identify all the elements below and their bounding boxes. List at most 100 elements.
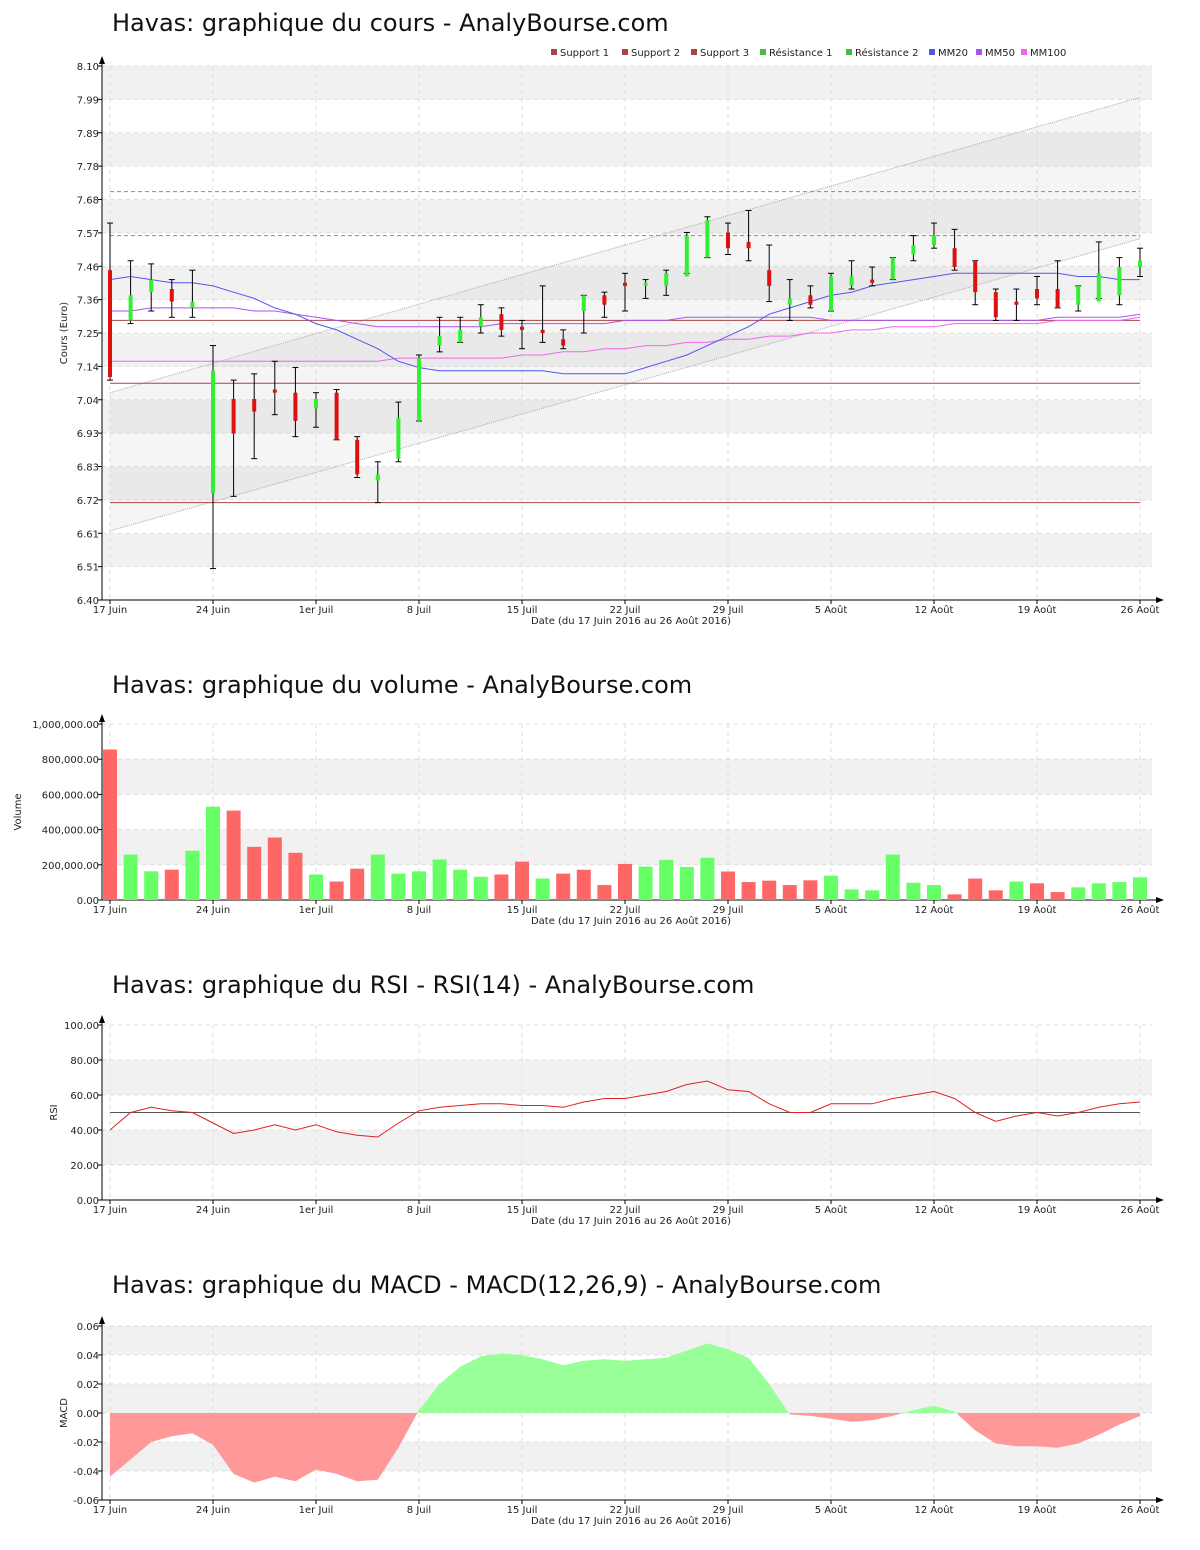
candle-up [478, 317, 483, 327]
candle-up [787, 298, 792, 305]
volume-xtick-label: 24 Juin [196, 905, 230, 916]
volume-x-axis-arrow [1156, 897, 1164, 903]
volume-ytick-label: 0.00 [77, 896, 99, 907]
rsi-xtick-label: 26 Août [1121, 1204, 1160, 1216]
macd-xtick-label: 24 Juin [196, 1505, 230, 1516]
macd-ytick-label: -0.06 [73, 1496, 99, 1507]
candle-down [540, 329, 545, 333]
price-y-axis-arrow [99, 56, 105, 64]
macd-band [102, 1326, 1152, 1355]
volume-bar-up [1112, 882, 1127, 900]
mm50-line [110, 307, 1141, 328]
legend-label: Support 2 [631, 48, 680, 59]
candle-down [272, 389, 277, 393]
rsi-ytick-label: 100.00 [64, 1021, 99, 1032]
rsi-xtick-label: 22 Juil [610, 1205, 641, 1216]
rsi-ytick-label: 20.00 [70, 1161, 99, 1172]
price-band [102, 132, 1152, 167]
rsi-band [102, 1165, 1152, 1200]
price-ytick-label: 6.51 [77, 563, 99, 574]
price-band [102, 199, 1152, 233]
macd-area-negative [110, 1413, 418, 1483]
candle-down [561, 339, 566, 346]
volume-bar-up [309, 874, 323, 900]
macd-area-negative [956, 1413, 1140, 1448]
macd-xtick-label: 15 Juil [507, 1505, 538, 1516]
price-band [102, 166, 1152, 200]
volume-xtick-label: 17 Juin [93, 905, 127, 916]
price-ytick-label: 6.93 [77, 429, 99, 440]
price-ytick-label: 7.36 [77, 296, 99, 307]
volume-chart: 0.00 200,000.00 400,000.00 600,000.00 800,00… [13, 714, 1164, 927]
candle-up [396, 417, 401, 459]
volume-bar-up [1133, 877, 1147, 900]
price-x-axis-arrow [1156, 597, 1164, 603]
rsi-chart: 0.00 20.00 40.00 60.00 80.00 100.00 17 Juin 24 … [49, 1015, 1164, 1227]
legend-label: Résistance 1 [769, 47, 832, 59]
candle-down [726, 232, 730, 249]
price-xtick-label: 8 Juil [407, 605, 431, 616]
candle-down [993, 292, 998, 318]
rsi-ytick-label: 60.00 [70, 1091, 99, 1102]
volume-bar-up [927, 885, 941, 900]
volume-bar-up [885, 854, 900, 900]
price-ytick-label: 7.25 [77, 329, 99, 340]
candle-up [417, 358, 421, 421]
volume-bar-up [412, 871, 426, 900]
volume-bar-up [659, 859, 674, 900]
price-band [102, 466, 1152, 500]
volume-xtick-label: 1er Juil [299, 905, 334, 916]
volume-bar-up [1091, 883, 1106, 900]
rsi-y-axis-arrow [99, 1015, 105, 1023]
volume-y-axis-arrow [99, 714, 105, 722]
rsi-xtick-label: 1er Juil [299, 1205, 334, 1216]
macd-xtick-label: 26 Août [1121, 1504, 1160, 1516]
volume-bar-down [576, 869, 591, 900]
volume-bar-up [679, 866, 694, 900]
price-xtick-label: 5 Août [815, 604, 848, 616]
candle-down [520, 326, 524, 330]
candle-down [952, 248, 957, 268]
volume-bar-down [103, 749, 117, 900]
volume-bar-down [968, 878, 983, 900]
candle-down [108, 270, 112, 377]
rsi-band [102, 1130, 1152, 1165]
price-ytick-label: 7.04 [77, 396, 99, 407]
volume-bar-down [329, 881, 344, 900]
volume-bar-down [597, 885, 612, 900]
candle-up [437, 336, 442, 346]
price-ytick-label: 7.99 [77, 95, 99, 106]
candle-up [1096, 273, 1101, 302]
volume-chart-title: Havas: graphique du volume - AnalyBourse… [112, 671, 693, 699]
volume-bar-up [700, 857, 715, 900]
candle-down [169, 289, 174, 302]
rsi-xtick-label: 12 Août [915, 1204, 954, 1216]
volume-bar-down [267, 837, 282, 900]
volume-bar-up [144, 871, 159, 900]
legend-swatch [929, 49, 935, 55]
candle-up [643, 282, 648, 286]
price-chart-title: Havas: graphique du cours - AnalyBourse.… [112, 9, 669, 37]
volume-bar-down [350, 868, 365, 900]
macd-x-axis-arrow [1156, 1497, 1164, 1503]
volume-bar-down [741, 882, 756, 900]
price-band [102, 533, 1152, 567]
candle-up [128, 295, 133, 321]
candle-down [1055, 289, 1060, 308]
price-xtick-label: 17 Juin [93, 605, 127, 616]
candle-down [355, 439, 360, 475]
trend-channel-fill [110, 97, 1140, 531]
price-ytick-label: 8.10 [77, 62, 99, 73]
rsi-y-axis-label: RSI [49, 1104, 60, 1120]
macd-ytick-label: 0.06 [77, 1322, 99, 1333]
volume-bar-down [988, 890, 1003, 900]
volume-band [102, 759, 1152, 795]
candle-up [849, 276, 854, 286]
volume-ytick-label: 600,000.00 [42, 790, 99, 801]
volume-bar-up [473, 876, 488, 900]
macd-chart-block: Havas: graphique du MACD - MACD(12,26,9)… [0, 1260, 1200, 1550]
rsi-chart-block: Havas: graphique du RSI - RSI(14) - Anal… [0, 960, 1200, 1240]
volume-bar-up [1071, 887, 1086, 900]
candle-up [458, 329, 463, 343]
mm20-line [109, 272, 1140, 375]
